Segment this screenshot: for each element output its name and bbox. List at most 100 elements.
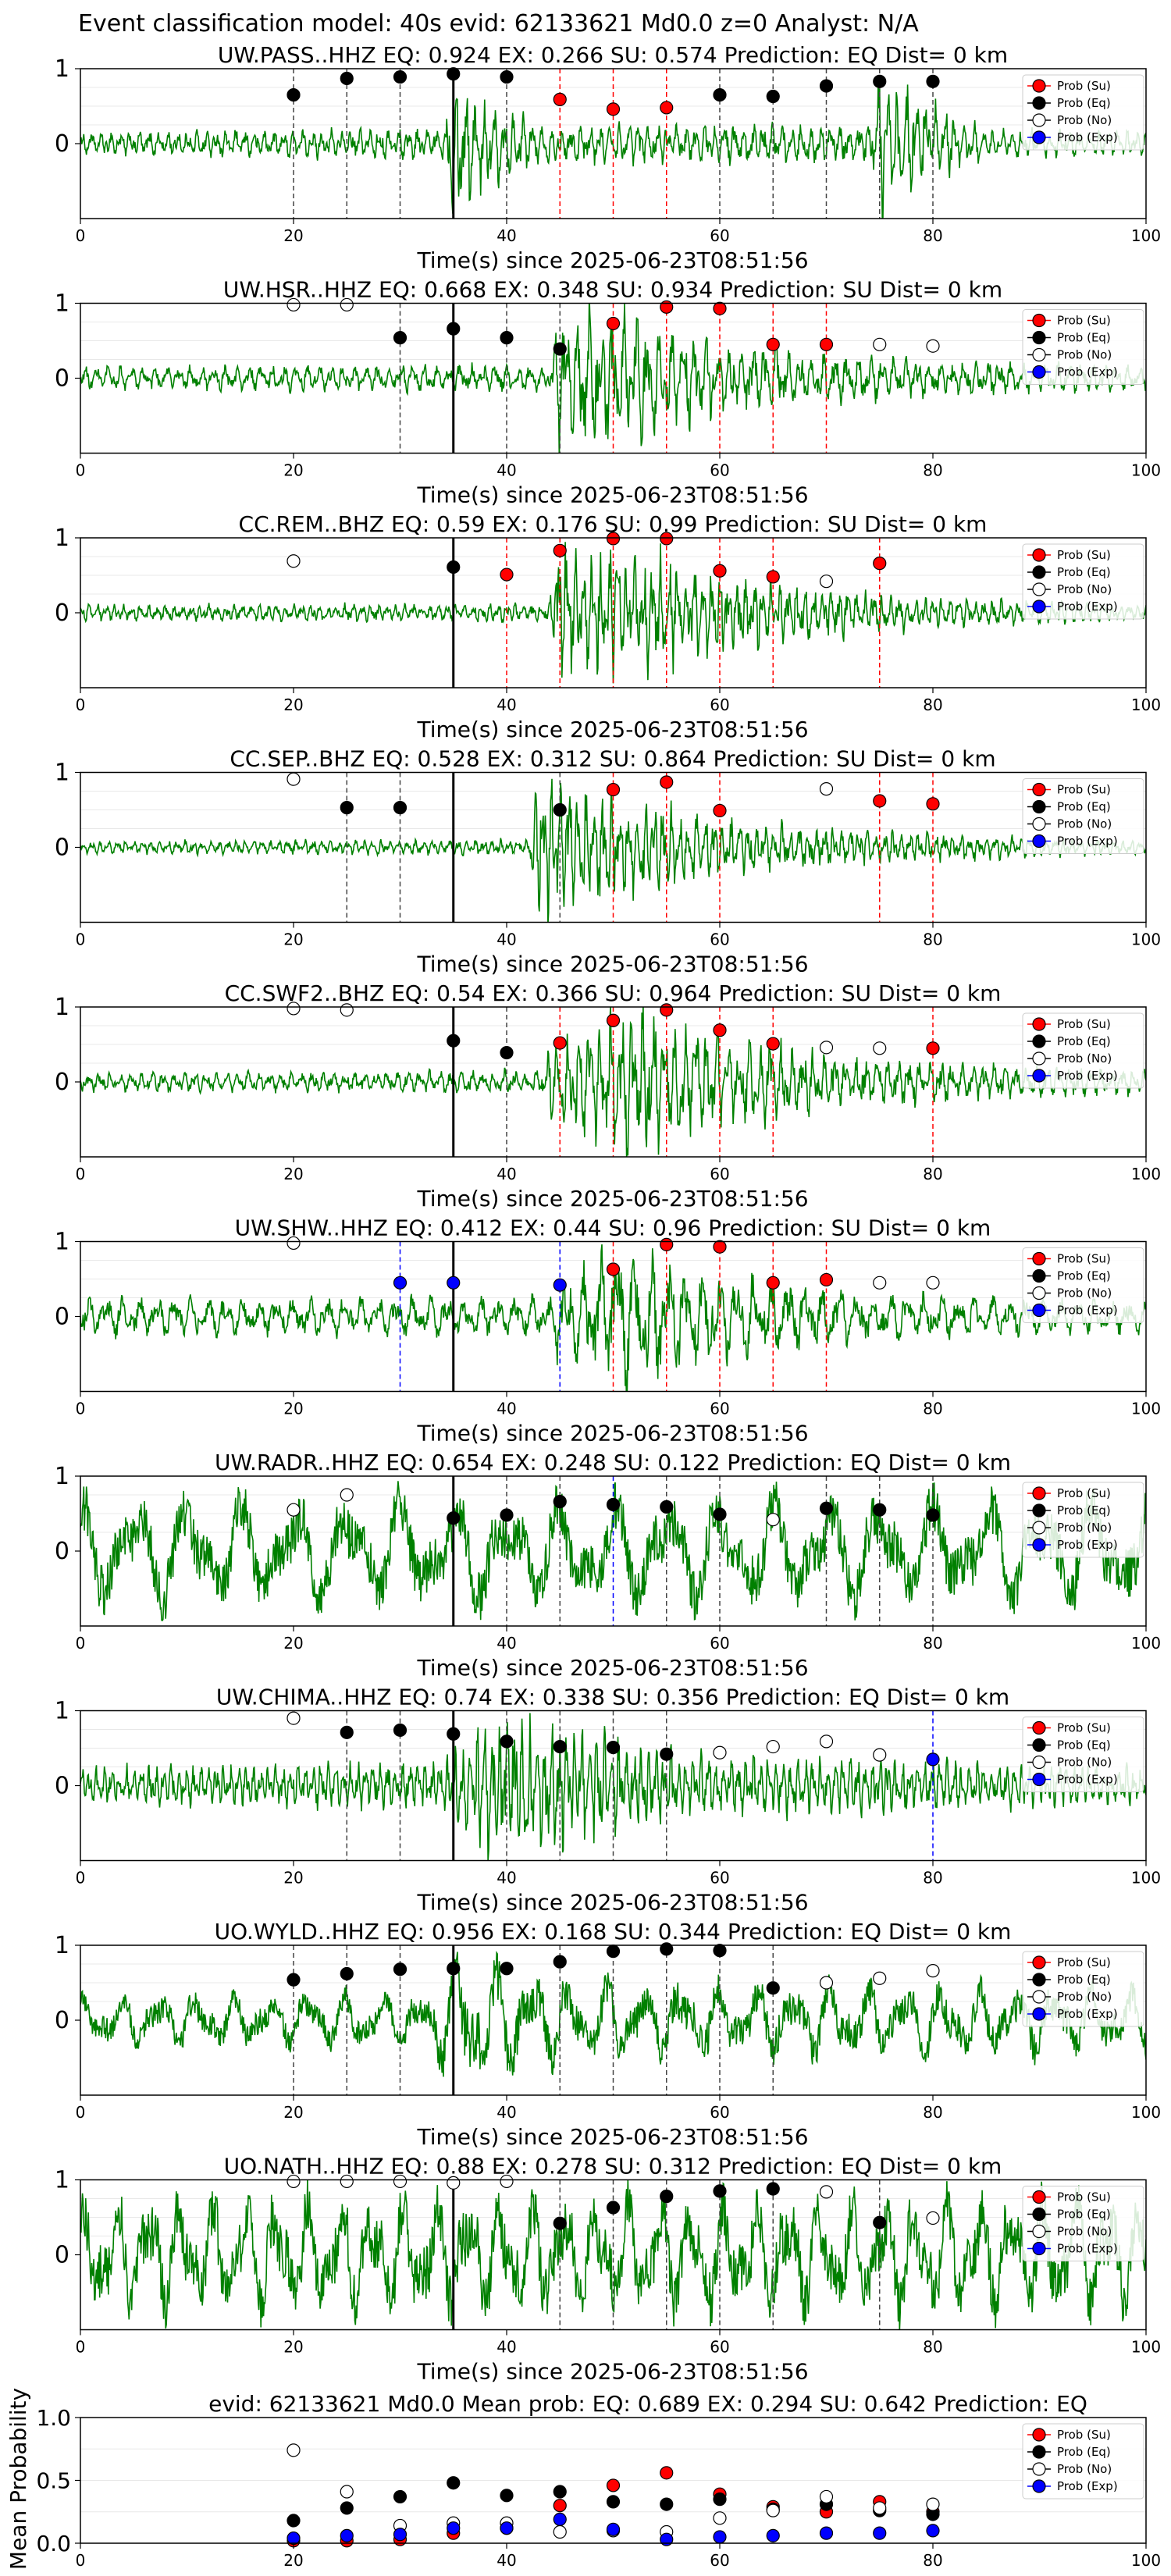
prob-marker-exp bbox=[393, 1276, 408, 1290]
legend-label: Prob (No) bbox=[1057, 817, 1112, 831]
legend-marker bbox=[1032, 2479, 1046, 2493]
prob-marker-no bbox=[926, 339, 940, 353]
prob-marker-no bbox=[766, 1739, 780, 1754]
legend-label: Prob (Su) bbox=[1057, 2428, 1111, 2442]
legend-marker bbox=[1032, 1755, 1046, 1770]
seismic-trace bbox=[80, 778, 1146, 923]
legend-marker bbox=[1032, 582, 1046, 596]
legend-label: Prob (Eq) bbox=[1057, 800, 1111, 814]
prob-marker-eq bbox=[873, 2215, 887, 2229]
x-tick-label: 100 bbox=[1131, 1634, 1161, 1653]
prob-marker-su bbox=[926, 1041, 940, 1055]
x-tick-label: 40 bbox=[497, 226, 516, 245]
y-axis-label: Mean Probability bbox=[5, 2388, 31, 2570]
prob-marker-no bbox=[873, 1971, 887, 1985]
prob-marker-eq bbox=[606, 2201, 621, 2215]
trace-panel: 0 20 40 60 80 100 0 1 UW.SHW..HHZ EQ: 0.412 EX: … bbox=[55, 1215, 1161, 1446]
prob-marker-eq bbox=[606, 1497, 621, 1512]
figure-suptitle: Event classification model: 40s evid: 62… bbox=[78, 10, 919, 37]
legend-marker bbox=[1032, 2462, 1046, 2476]
mean-marker-exp bbox=[926, 2524, 940, 2538]
prob-marker-eq bbox=[500, 1045, 514, 1060]
x-tick-label: 0 bbox=[76, 2103, 86, 2122]
panel-title: CC.REM..BHZ EQ: 0.59 EX: 0.176 SU: 0.99 … bbox=[239, 511, 988, 537]
prob-marker-eq bbox=[606, 1740, 621, 1755]
prob-marker-eq bbox=[926, 1508, 940, 1522]
legend-label: Prob (Su) bbox=[1057, 1955, 1111, 1969]
y-tick-label: 1 bbox=[55, 1229, 69, 1256]
x-tick-label: 60 bbox=[710, 226, 729, 245]
prob-marker-no bbox=[340, 1488, 354, 1502]
x-tick-label: 20 bbox=[283, 1869, 303, 1888]
prob-marker-su bbox=[553, 1036, 567, 1050]
legend-marker bbox=[1032, 2241, 1046, 2256]
panel-title: evid: 62133621 Md0.0 Mean prob: EQ: 0.68… bbox=[208, 2391, 1087, 2417]
y-tick-label: 1 bbox=[55, 1698, 69, 1725]
prob-marker-eq bbox=[553, 802, 567, 817]
legend-marker bbox=[1032, 1303, 1046, 1318]
panel-title: UO.NATH..HHZ EQ: 0.88 EX: 0.278 SU: 0.31… bbox=[224, 2154, 1002, 2179]
legend-box bbox=[1022, 309, 1144, 385]
x-tick-label: 40 bbox=[497, 930, 516, 949]
x-axis-label: Time(s) since 2025-06-23T08:51:56 bbox=[416, 1890, 808, 1916]
y-tick-label: 0 bbox=[55, 1069, 69, 1096]
legend-marker bbox=[1032, 1738, 1046, 1752]
x-tick-label: 0 bbox=[76, 1165, 86, 1183]
legend-marker bbox=[1032, 2428, 1046, 2442]
prob-marker-eq bbox=[660, 2190, 674, 2204]
mean-marker-no bbox=[287, 2443, 301, 2457]
prob-marker-su bbox=[766, 570, 780, 584]
legend-marker bbox=[1032, 1503, 1046, 1517]
x-tick-label: 40 bbox=[497, 2338, 516, 2357]
x-tick-label: 0 bbox=[76, 1869, 86, 1888]
legend-marker bbox=[1032, 548, 1046, 562]
x-tick-label: 80 bbox=[923, 2338, 942, 2357]
prob-marker-su bbox=[606, 532, 621, 546]
mean-marker-exp bbox=[393, 2528, 408, 2542]
trace-panel: 0 20 40 60 80 100 0 1 UW.HSR..HHZ EQ: 0.668 EX: … bbox=[55, 277, 1161, 508]
mean-marker-exp bbox=[713, 2530, 727, 2544]
y-tick-label: 1 bbox=[55, 525, 69, 552]
x-tick-label: 40 bbox=[497, 1634, 516, 1653]
legend-marker bbox=[1032, 565, 1046, 579]
prob-marker-su bbox=[713, 564, 727, 578]
prob-marker-no bbox=[287, 2174, 301, 2189]
x-tick-label: 100 bbox=[1131, 930, 1161, 949]
prob-marker-su bbox=[660, 101, 674, 115]
legend-marker bbox=[1032, 1990, 1046, 2004]
mean-marker-no bbox=[819, 2489, 834, 2504]
legend-label: Prob (Su) bbox=[1057, 1252, 1111, 1266]
legend-marker bbox=[1032, 1955, 1046, 1969]
prob-marker-eq bbox=[660, 1942, 674, 1956]
prob-marker-su bbox=[713, 803, 727, 818]
mean-marker-eq bbox=[340, 2501, 354, 2515]
legend-box bbox=[1022, 2423, 1144, 2500]
x-tick-label: 100 bbox=[1131, 1165, 1161, 1183]
prob-marker-su bbox=[553, 543, 567, 557]
legend-label: Prob (No) bbox=[1057, 1990, 1112, 2004]
x-tick-label: 20 bbox=[283, 226, 303, 245]
seismic-trace bbox=[80, 542, 1146, 684]
legend-label: Prob (Eq) bbox=[1057, 565, 1111, 579]
x-tick-label: 60 bbox=[710, 930, 729, 949]
prob-marker-eq bbox=[873, 1503, 887, 1517]
prob-marker-eq bbox=[500, 331, 514, 345]
legend-marker bbox=[1032, 2224, 1046, 2239]
x-tick-label: 100 bbox=[1131, 696, 1161, 714]
legend-marker bbox=[1032, 600, 1046, 614]
prob-marker-eq bbox=[660, 1747, 674, 1761]
prob-marker-su bbox=[926, 797, 940, 811]
legend-label: Prob (No) bbox=[1057, 1521, 1112, 1535]
mean-marker-no bbox=[926, 2497, 940, 2511]
x-tick-label: 0 bbox=[76, 696, 86, 714]
x-tick-label: 0 bbox=[76, 1400, 86, 1418]
x-tick-label: 40 bbox=[497, 696, 516, 714]
legend-marker bbox=[1032, 1521, 1046, 1535]
y-tick-label: 1 bbox=[55, 760, 69, 787]
mean-marker-eq bbox=[287, 2514, 301, 2528]
prob-marker-su bbox=[819, 1272, 834, 1287]
prob-marker-eq bbox=[447, 1511, 461, 1525]
x-tick-label: 0 bbox=[76, 2551, 86, 2570]
prob-marker-eq bbox=[500, 1962, 514, 1976]
